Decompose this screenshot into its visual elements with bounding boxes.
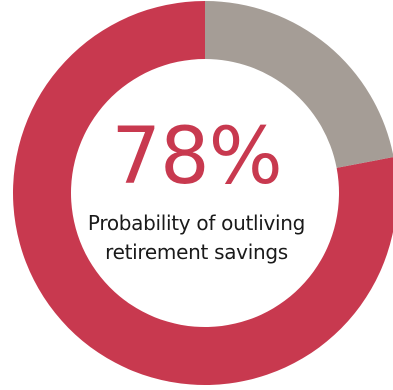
donut-slice-remainder [205,1,393,168]
donut-slice-outliving [13,1,393,385]
center-caption-line-1: Probability of outliving [87,211,306,235]
center-caption-line-2: retirement savings [105,240,288,264]
center-percentage: 78% [111,112,282,202]
